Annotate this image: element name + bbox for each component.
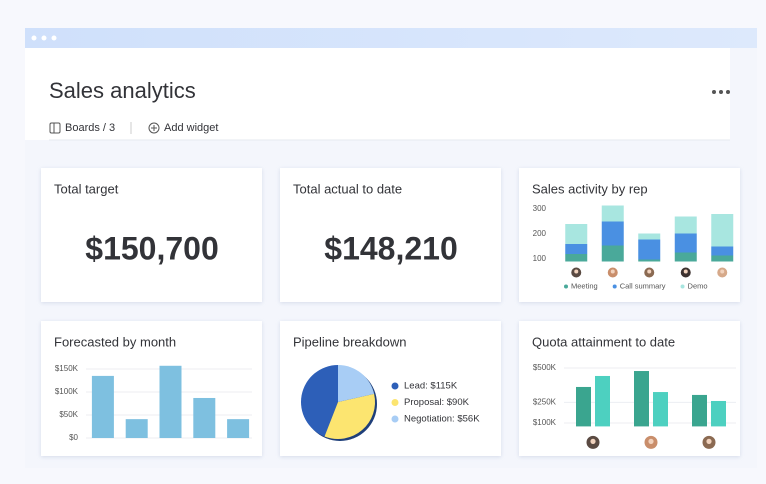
avatar-face [610,269,615,274]
chart-title: Pipeline breakdown [293,334,406,349]
chart-title: Forecasted by month [54,334,176,349]
kpi-value: $148,210 [324,230,457,266]
boards-icon [49,122,61,134]
avatar-face [590,438,596,444]
legend-label: Call summary [620,281,666,290]
bar-segment [711,214,734,247]
more-menu[interactable] [712,90,730,94]
kpi-1: Total target $150,700 [41,168,262,302]
bar [692,394,707,427]
bar-segment [601,221,624,246]
y-tick-label: $0 [69,433,78,442]
y-tick-label: 100 [533,254,547,263]
boards: Boards / 3 [65,122,115,134]
chart-title: Sales activity by rep [532,181,648,196]
card [41,168,262,302]
legend-label: Negotiation: $56K [404,414,480,425]
bar [227,419,250,438]
avatar-face [648,438,654,444]
legend-label: Meeting [571,281,598,290]
legend-swatch [391,399,399,406]
legend-label: Proposal: $90K [404,397,470,408]
avatar-face [706,438,712,444]
avatar-face [647,269,652,274]
bar-segment [674,216,697,234]
bar-segment [674,233,697,253]
kpi-title: Total target [54,181,119,196]
bar-segment [674,252,697,262]
bar [653,392,668,427]
bar-segment [638,259,661,262]
y-tick-label: $250K [533,397,557,406]
y-tick-label: 200 [533,229,547,238]
legend-swatch [391,415,399,423]
dot [719,90,723,94]
boards-link[interactable]: Boards / 3 [49,122,115,134]
bar-segment [711,255,734,262]
y-tick-label: $150K [55,364,79,373]
y-tick-label: $50K [59,410,78,419]
kpi-2: Total actual to date $148,210 [280,168,501,302]
kpi-title: Total actual to date [293,181,402,196]
bar-segment [601,205,624,222]
dot [712,90,716,94]
chart-title: Quota attainment to date [532,334,675,349]
add-widget-label: Add widget [164,122,218,134]
bar [91,375,114,438]
add-icon [151,125,157,131]
bar-segment [601,245,624,262]
kpi-value: $150,700 [85,230,218,266]
bar-segment [565,224,588,244]
bar [125,419,148,438]
window-bar [25,28,757,48]
legend-label: Demo [688,281,708,290]
add-icon [148,122,160,134]
bar [576,386,591,427]
card [519,168,740,302]
card [41,321,262,456]
bar-segment [565,254,588,262]
page-title: Sales analytics [49,78,196,103]
dot [51,35,57,41]
bar-segment [565,244,588,254]
bar [634,371,649,427]
pie-slice [338,365,375,402]
bar-segment [711,246,734,256]
legend-label: Lead: $115K [404,381,458,392]
bar [193,397,216,438]
legend-swatch [680,284,685,289]
bar [595,375,610,427]
card [280,168,501,302]
dot [726,90,730,94]
bar [159,365,182,438]
avatar-face [720,269,725,274]
y-tick-label: 300 [533,204,547,213]
y-tick-label: $100K [55,387,79,396]
legend-swatch [391,382,399,390]
y-tick-label: $500K [533,363,557,372]
card [519,321,740,456]
pie-slice [301,365,338,437]
legend-swatch [564,284,568,289]
bar-segment [638,239,661,260]
bar-segment [638,233,661,240]
dot [31,35,37,41]
dot [41,35,47,41]
bar [711,400,726,427]
y-tick-label: $100K [533,418,557,427]
avatar-face [574,269,579,274]
pie-slice [324,393,375,440]
header-panel [25,48,730,140]
legend-swatch [612,284,617,289]
add-widget[interactable]: Add widget [148,122,218,134]
avatar-face [683,269,688,274]
